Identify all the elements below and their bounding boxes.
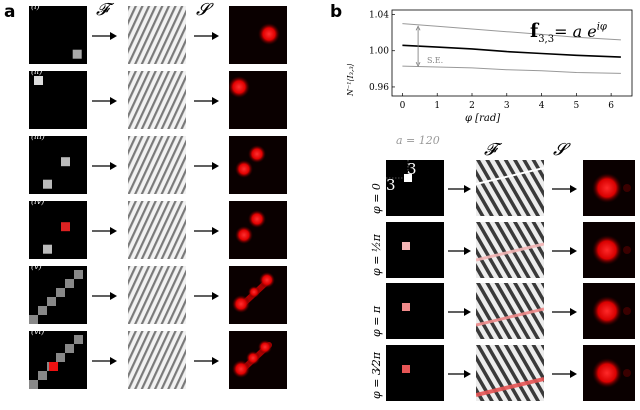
panel-a-sensor-header: 𝓢	[196, 0, 210, 20]
phase-chart: 0 1 2 3 4 5 6 0.96 1.00 1.04	[369, 9, 633, 111]
hologram-pattern	[476, 283, 544, 339]
hologram-pattern	[476, 160, 544, 216]
arrow-icon	[194, 97, 219, 105]
arrow-icon	[194, 292, 219, 300]
input-pattern	[386, 222, 444, 278]
hologram-pattern	[128, 201, 186, 259]
arrow-icon	[194, 162, 219, 170]
phi-label: φ = π	[370, 305, 383, 337]
arrow-icon	[448, 185, 471, 193]
row-label: (v)	[31, 262, 42, 271]
sensor-output	[229, 201, 287, 259]
phi-label: φ = 0	[370, 183, 383, 214]
input-pattern	[29, 201, 87, 259]
arrow-icon	[194, 357, 219, 365]
chart-series-line	[402, 65, 621, 74]
sensor-output	[229, 136, 287, 194]
x-tick-label: 6	[608, 101, 614, 111]
phi-label: φ = 3⁄2π	[370, 352, 383, 399]
x-tick-label: 5	[573, 101, 579, 111]
phi-label: φ = ½π	[370, 234, 383, 276]
input-pattern	[29, 6, 87, 64]
formula-rhs: = a e	[554, 22, 597, 41]
arrow-icon	[92, 32, 117, 40]
hologram-pattern	[128, 136, 186, 194]
arrow-icon	[448, 308, 471, 316]
chart-series-line	[402, 23, 621, 41]
row-label: (i)	[31, 2, 40, 11]
x-tick-label: 3	[504, 101, 510, 111]
y-tick-label: 0.96	[369, 83, 389, 93]
input-pattern	[29, 136, 87, 194]
arrow-icon	[194, 227, 219, 235]
chart-xlabel: φ [rad]	[465, 113, 501, 124]
arrow-icon	[92, 97, 117, 105]
arrow-icon	[92, 227, 117, 235]
panel-b-sensor-header: 𝓢	[553, 140, 567, 160]
coord-label-x: 3	[407, 160, 417, 178]
chart-ylabel: N⁻¹⟨I₃,₃⟩	[346, 63, 355, 96]
y-tick-label: 1.00	[369, 47, 389, 57]
hologram-pattern	[476, 345, 544, 401]
input-pattern	[29, 71, 87, 129]
sensor-output	[583, 345, 635, 401]
formula-exp: iφ	[596, 21, 607, 33]
arrow-icon	[552, 370, 577, 378]
arrow-icon	[448, 247, 471, 255]
panel-b-fourier-header: 𝓕	[484, 140, 497, 160]
row-label: (iii)	[31, 132, 45, 141]
row-label: (iv)	[31, 197, 45, 206]
sensor-output	[583, 283, 635, 339]
sensor-output	[583, 222, 635, 278]
arrow-icon	[92, 162, 117, 170]
arrow-icon	[552, 185, 577, 193]
plot-frame	[391, 9, 633, 97]
chart-formula: f3,3= a eiφ	[530, 20, 607, 45]
sensor-output	[229, 266, 287, 324]
hologram-pattern	[128, 266, 186, 324]
a-label: a = 120	[396, 134, 440, 147]
hologram-pattern	[476, 222, 544, 278]
arrow-icon	[448, 370, 471, 378]
x-tick-label: 2	[469, 101, 475, 111]
panel-b-letter: b	[330, 2, 343, 22]
input-pattern	[386, 345, 444, 401]
sensor-output	[229, 71, 287, 129]
formula-main: f	[530, 20, 539, 42]
panel-a-fourier-header: 𝓕	[96, 0, 109, 20]
coord-label-y: 3	[386, 176, 396, 194]
input-pattern	[386, 160, 444, 216]
input-pattern	[29, 331, 87, 389]
formula-sub: 3,3	[538, 33, 555, 45]
panel-a-letter: a	[4, 2, 16, 22]
se-label: S.E.	[427, 56, 444, 65]
row-label: (vi)	[31, 327, 45, 336]
sensor-output	[583, 160, 635, 216]
arrow-icon	[92, 357, 117, 365]
x-tick-label: 0	[400, 101, 406, 111]
arrow-icon	[552, 247, 577, 255]
input-pattern	[29, 266, 87, 324]
x-tick-label: 1	[434, 101, 440, 111]
arrow-icon	[194, 32, 219, 40]
arrow-icon	[552, 308, 577, 316]
hologram-pattern	[128, 71, 186, 129]
chart-series-line	[402, 44, 621, 58]
hologram-pattern	[128, 6, 186, 64]
sensor-output	[229, 6, 287, 64]
se-arrow	[415, 25, 421, 68]
row-label: (ii)	[31, 67, 43, 76]
input-pattern	[386, 283, 444, 339]
y-tick-label: 1.04	[369, 11, 389, 21]
sensor-output	[229, 331, 287, 389]
x-tick-label: 4	[539, 101, 545, 111]
hologram-pattern	[128, 331, 186, 389]
arrow-icon	[92, 292, 117, 300]
